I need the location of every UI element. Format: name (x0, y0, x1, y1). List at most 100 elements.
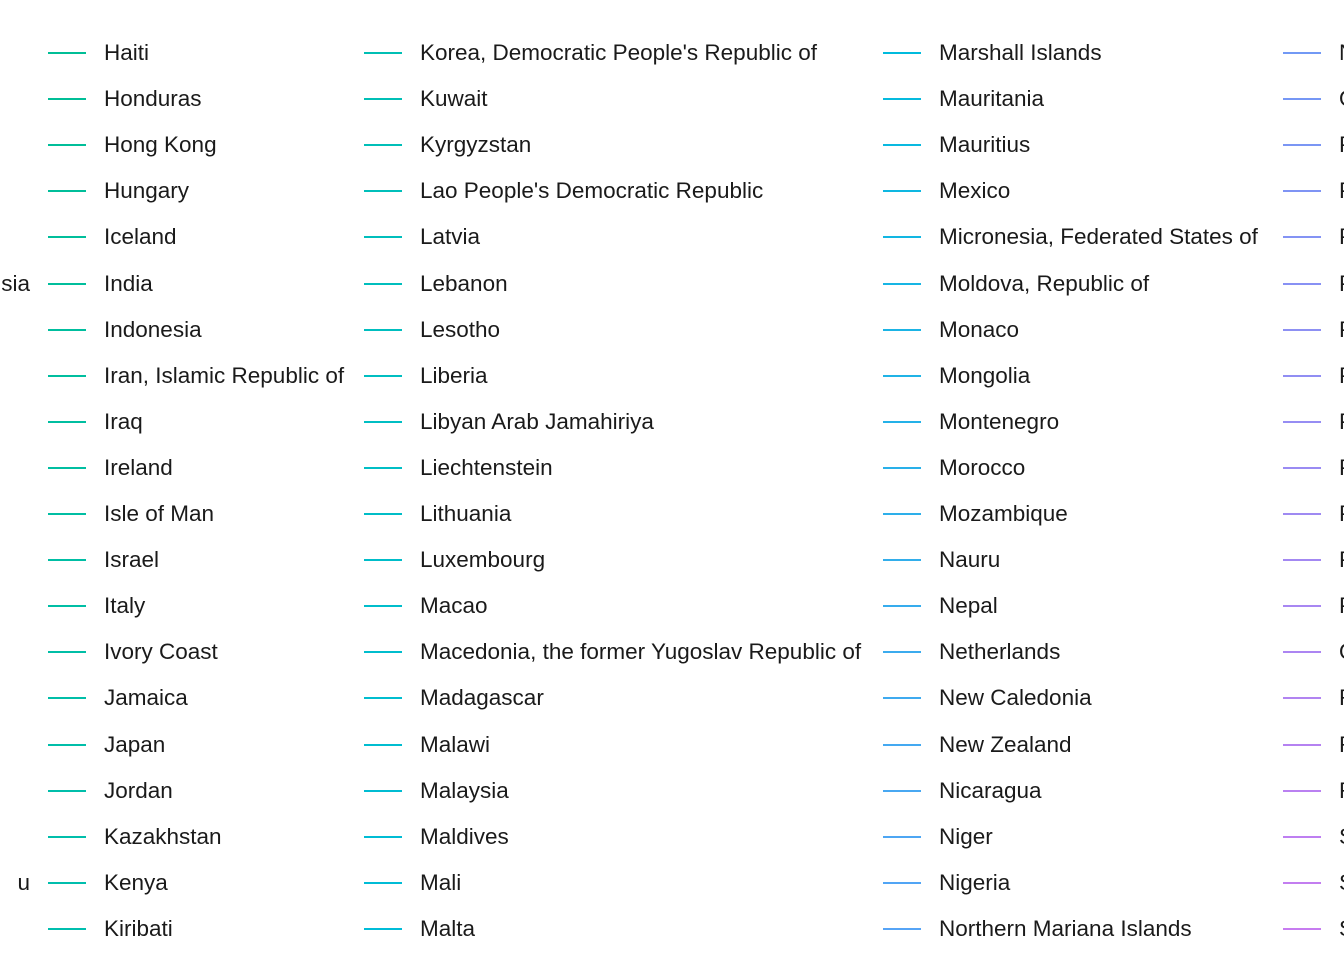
legend-item-mauritania[interactable]: Mauritania (883, 76, 1283, 122)
legend-item-r[interactable]: R (1283, 675, 1344, 721)
legend-item-isle-of-man[interactable]: Isle of Man (48, 491, 364, 537)
legend-item-iran-islamic-republic-of[interactable]: Iran, Islamic Republic of (48, 353, 364, 399)
legend-item-nauru[interactable]: Nauru (883, 537, 1283, 583)
legend-item-indonesia[interactable]: Indonesia (48, 307, 364, 353)
legend-item-o[interactable]: O (1283, 76, 1344, 122)
legend-item-libyan-arab-jamahiriya[interactable]: Libyan Arab Jamahiriya (364, 399, 883, 445)
legend-item-lao-people-s-democratic-republic[interactable]: Lao People's Democratic Republic (364, 168, 883, 214)
legend-item-r[interactable]: R (1283, 722, 1344, 768)
legend-item-kenya[interactable]: Kenya (48, 860, 364, 906)
legend-item-p[interactable]: P (1283, 122, 1344, 168)
legend-item-montenegro[interactable]: Montenegro (883, 399, 1283, 445)
legend-item-lebanon[interactable]: Lebanon (364, 261, 883, 307)
legend-label: Lebanon (420, 270, 508, 296)
legend-item-malawi[interactable]: Malawi (364, 722, 883, 768)
legend-column-2: Korea, Democratic People's Republic of Ku… (364, 0, 883, 960)
legend-label: Indonesia (104, 316, 202, 342)
legend-item-morocco[interactable]: Morocco (883, 445, 1283, 491)
legend-item-p[interactable]: P (1283, 214, 1344, 260)
legend-item-mozambique[interactable]: Mozambique (883, 491, 1283, 537)
legend-item-new-caledonia[interactable]: New Caledonia (883, 675, 1283, 721)
legend-item-r[interactable]: R (1283, 768, 1344, 814)
legend-item-s[interactable]: S (1283, 814, 1344, 860)
legend-item-macedonia-the-former-yugoslav-republic-of[interactable]: Macedonia, the former Yugoslav Republic … (364, 629, 883, 675)
legend-item-kazakhstan[interactable]: Kazakhstan (48, 814, 364, 860)
legend-item-liberia[interactable]: Liberia (364, 353, 883, 399)
legend-item-honduras[interactable]: Honduras (48, 76, 364, 122)
legend-item-p[interactable]: P (1283, 445, 1344, 491)
legend-item-n[interactable]: N (1283, 30, 1344, 76)
legend-item-iraq[interactable]: Iraq (48, 399, 364, 445)
legend-label: Hong Kong (104, 131, 217, 157)
legend-label: Kenya (104, 869, 168, 895)
legend-item-ireland[interactable]: Ireland (48, 445, 364, 491)
legend-item-jordan[interactable]: Jordan (48, 768, 364, 814)
legend-item-japan[interactable]: Japan (48, 722, 364, 768)
legend-item-lesotho[interactable]: Lesotho (364, 307, 883, 353)
legend-label: Mozambique (939, 500, 1068, 526)
legend-item-p[interactable]: P (1283, 491, 1344, 537)
legend-item-liechtenstein[interactable]: Liechtenstein (364, 445, 883, 491)
legend-item-jamaica[interactable]: Jamaica (48, 675, 364, 721)
legend-item-mali[interactable]: Mali (364, 860, 883, 906)
legend-label: Luxembourg (420, 546, 546, 572)
legend-item-p[interactable]: P (1283, 261, 1344, 307)
legend-item-madagascar[interactable]: Madagascar (364, 675, 883, 721)
legend-item-hungary[interactable]: Hungary (48, 168, 364, 214)
legend-item-hong-kong[interactable]: Hong Kong (48, 122, 364, 168)
legend-item-nicaragua[interactable]: Nicaragua (883, 768, 1283, 814)
legend-item-mongolia[interactable]: Mongolia (883, 353, 1283, 399)
legend-item-maldives[interactable]: Maldives (364, 814, 883, 860)
legend-item-korea-democratic-people-s-republic-of[interactable]: Korea, Democratic People's Republic of (364, 30, 883, 76)
legend-item-p[interactable]: P (1283, 583, 1344, 629)
legend-item-p[interactable]: P (1283, 399, 1344, 445)
legend-item-malta[interactable]: Malta (364, 906, 883, 952)
legend-item-nepal[interactable]: Nepal (883, 583, 1283, 629)
legend-item-northern-mariana-islands[interactable]: Northern Mariana Islands (883, 906, 1283, 952)
legend-label: P (1339, 456, 1344, 480)
legend-item-latvia[interactable]: Latvia (364, 214, 883, 260)
legend-item-new-zealand[interactable]: New Zealand (883, 722, 1283, 768)
legend-item-macao[interactable]: Macao (364, 583, 883, 629)
legend-item-monaco[interactable]: Monaco (883, 307, 1283, 353)
legend-item-nigeria[interactable]: Nigeria (883, 860, 1283, 906)
legend-item-q[interactable]: Q (1283, 629, 1344, 675)
legend-item-iceland[interactable]: Iceland (48, 214, 364, 260)
legend-item-p[interactable]: P (1283, 168, 1344, 214)
legend-item-mauritius[interactable]: Mauritius (883, 122, 1283, 168)
legend-item-p[interactable]: P (1283, 537, 1344, 583)
legend-label: sia (1, 270, 30, 296)
legend-item-s[interactable]: S (1283, 906, 1344, 952)
legend-label: Q (1339, 641, 1344, 664)
legend-item-ivory-coast[interactable]: Ivory Coast (48, 629, 364, 675)
legend-item-moldova-republic-of[interactable]: Moldova, Republic of (883, 261, 1283, 307)
legend-item-marshall-islands[interactable]: Marshall Islands (883, 30, 1283, 76)
legend-item-kiribati[interactable]: Kiribati (48, 906, 364, 952)
legend-item-luxembourg[interactable]: Luxembourg (364, 537, 883, 583)
legend-item-lithuania[interactable]: Lithuania (364, 491, 883, 537)
legend-swatch (364, 282, 402, 285)
legend-label: Nauru (939, 546, 1001, 572)
legend-item-israel[interactable]: Israel (48, 537, 364, 583)
legend-swatch (1283, 190, 1321, 193)
legend-label: Isle of Man (104, 500, 215, 526)
legend-swatch (1283, 697, 1321, 700)
legend-item-italy[interactable]: Italy (48, 583, 364, 629)
legend-item-netherlands[interactable]: Netherlands (883, 629, 1283, 675)
legend-item-malaysia[interactable]: Malaysia (364, 768, 883, 814)
legend-swatch (364, 374, 402, 377)
legend-item-s[interactable]: S (1283, 860, 1344, 906)
legend-item-mexico[interactable]: Mexico (883, 168, 1283, 214)
legend-item-haiti[interactable]: Haiti (48, 30, 364, 76)
legend-swatch (48, 605, 86, 608)
legend-item-india[interactable]: India (48, 261, 364, 307)
legend-item-p[interactable]: P (1283, 307, 1344, 353)
legend-label: P (1339, 410, 1344, 434)
legend-item-kuwait[interactable]: Kuwait (364, 76, 883, 122)
legend-item-kyrgyzstan[interactable]: Kyrgyzstan (364, 122, 883, 168)
legend-label: P (1339, 548, 1344, 572)
legend-item-p[interactable]: P (1283, 353, 1344, 399)
legend-item-micronesia-federated-states-of[interactable]: Micronesia, Federated States of (883, 214, 1283, 260)
legend-item-niger[interactable]: Niger (883, 814, 1283, 860)
legend-label: Jordan (104, 777, 173, 803)
